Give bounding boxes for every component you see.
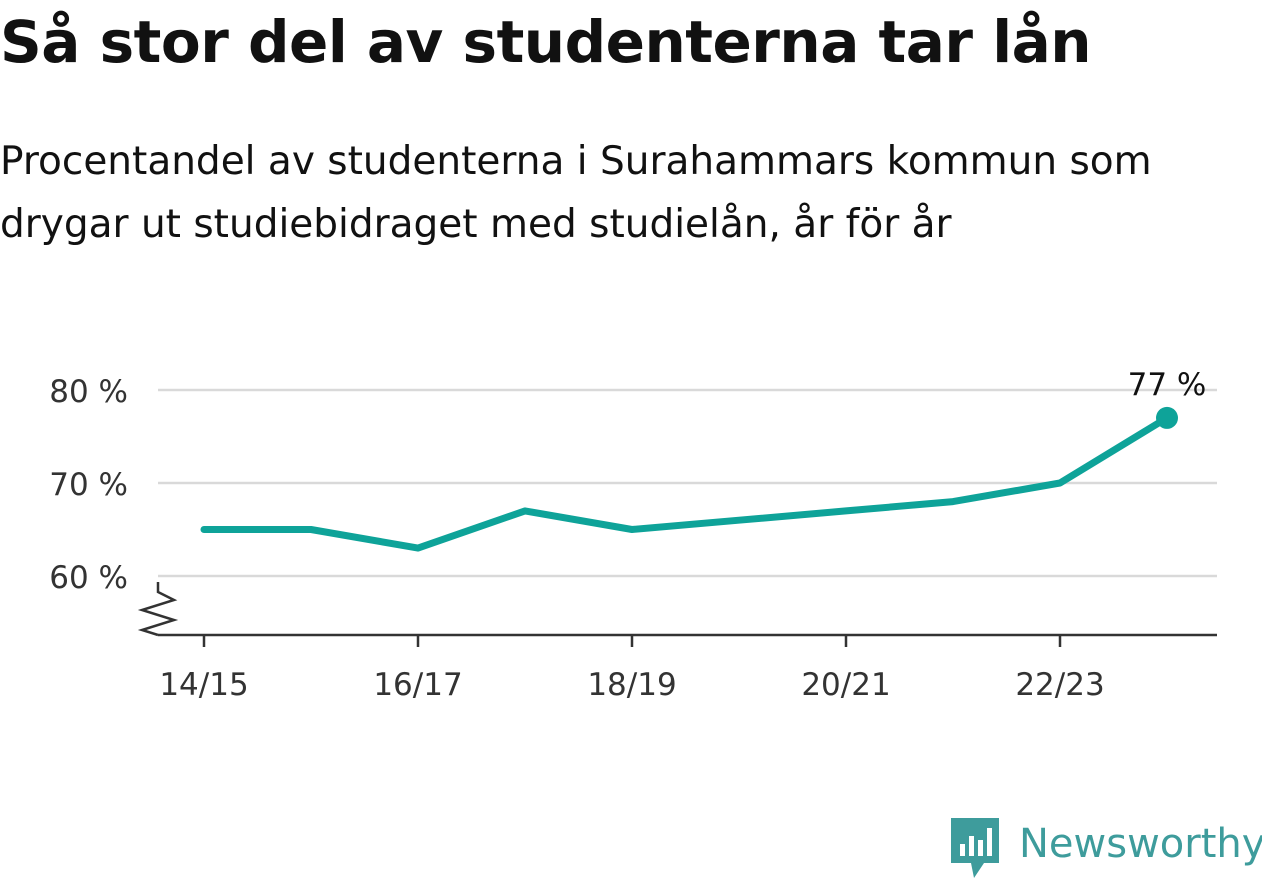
- x-axis: 14/15 16/17 18/19 20/21 22/23: [137, 582, 1217, 703]
- y-tick-label: 60 %: [49, 560, 128, 596]
- chart-title: Så stor del av studenterna tar lån: [0, 8, 1092, 76]
- bar-chart-logo-icon: [951, 818, 999, 878]
- x-tick-label: 16/17: [373, 667, 462, 703]
- line-chart: 60 % 70 % 80 % 14/15 16/17 18/19 20/21 22/23 7…: [49, 367, 1217, 703]
- y-axis-labels: 60 % 70 % 80 %: [49, 374, 128, 596]
- endpoint-value-label: 77 %: [1128, 367, 1207, 403]
- x-tick-label: 22/23: [1015, 667, 1104, 703]
- series-line: [200, 414, 1171, 552]
- x-tick-label: 18/19: [587, 667, 676, 703]
- x-tick-label: 20/21: [801, 667, 890, 703]
- axis-break-icon: [137, 582, 179, 637]
- brand-name: Newsworthy: [1019, 821, 1262, 867]
- x-tick-label: 14/15: [159, 667, 248, 703]
- y-tick-label: 80 %: [49, 374, 128, 410]
- series-lines: [200, 414, 1171, 552]
- chart-subtitle: Procentandel av studenterna i Surahammar…: [0, 139, 1152, 247]
- endpoint-marker: [1156, 406, 1178, 429]
- annotations: 77 %: [1128, 367, 1207, 429]
- y-tick-label: 70 %: [49, 467, 128, 503]
- brand-logo: Newsworthy: [951, 818, 1262, 880]
